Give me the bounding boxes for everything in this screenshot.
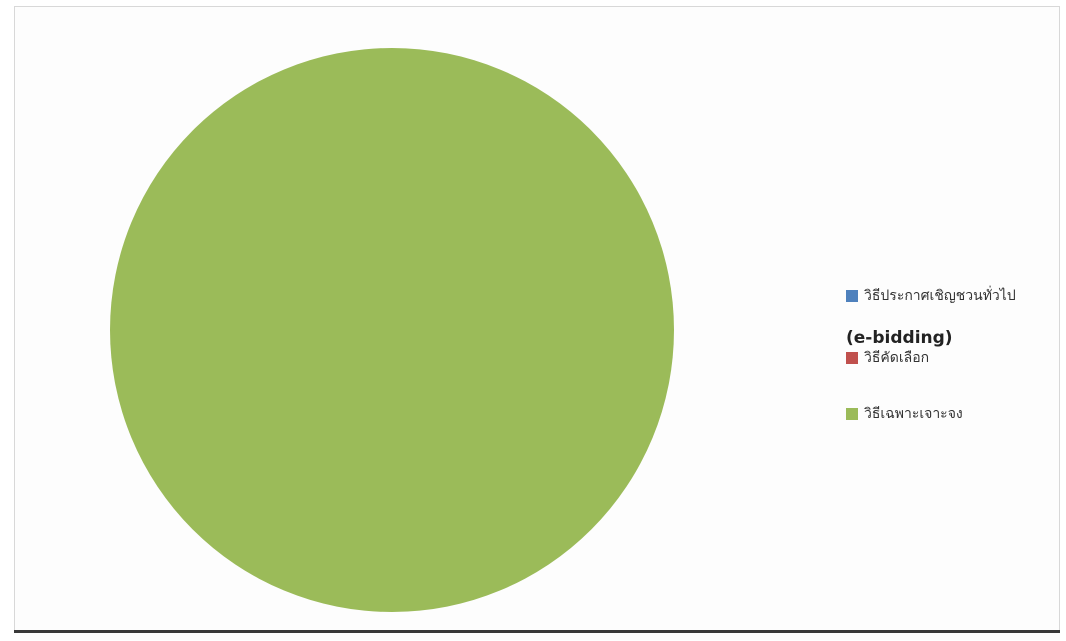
legend-label-selection: วิธีคัดเลือก xyxy=(864,350,930,366)
legend-item-selection: วิธีคัดเลือก xyxy=(846,348,929,368)
legend-label-specific: วิธีเฉพาะเจาะจง xyxy=(864,406,963,422)
legend-item-specific: วิธีเฉพาะเจาะจง xyxy=(846,404,963,424)
legend-swatch-specific xyxy=(846,408,858,420)
legend-label-e-bidding-line2: (e-bidding) xyxy=(846,328,953,348)
pie-slice-specific xyxy=(110,48,674,612)
chart-frame-bottom-border xyxy=(14,630,1060,633)
pie-slices xyxy=(110,48,674,612)
legend-label-e-bidding: วิธีประกาศเชิญชวนทั่วไป xyxy=(864,288,1016,304)
legend-swatch-e-bidding xyxy=(846,290,858,302)
legend-item-e-bidding: วิธีประกาศเชิญชวนทั่วไป xyxy=(846,286,1016,306)
legend-swatch-selection xyxy=(846,352,858,364)
